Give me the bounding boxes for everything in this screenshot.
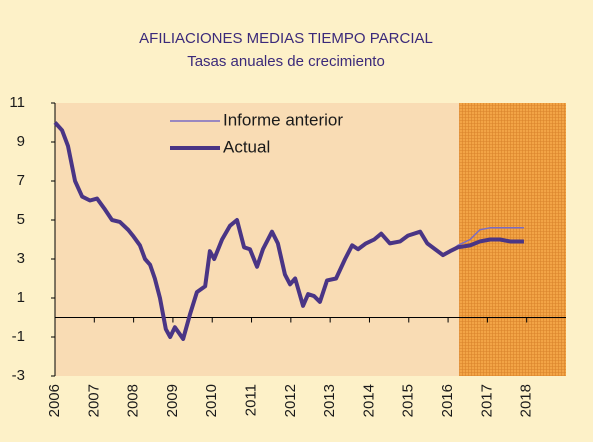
x-tick-label: 2011 [243,384,260,416]
x-tick-label: 2014 [360,384,377,417]
x-tick-label: 2006 [46,384,63,417]
x-tick-label: 2008 [125,384,142,417]
x-tick-label: 2010 [203,384,220,417]
y-tick-label: 5 [17,211,25,228]
legend-label: Actual [223,137,270,156]
x-tick-label: 2016 [439,384,456,417]
x-tick-label: 2007 [85,384,102,417]
y-tick-label: 7 [17,172,25,189]
x-tick-label: 2015 [400,384,417,417]
x-tick-label: 2018 [518,384,535,417]
y-tick-label: 11 [9,94,25,111]
y-tick-label: 3 [17,250,25,267]
chart-subtitle: Tasas anuales de crecimiento [187,53,385,70]
x-tick-label: 2009 [164,384,181,417]
x-tick-label: 2013 [321,384,338,417]
y-tick-label: -3 [12,367,25,384]
y-tick-label: 9 [17,133,25,150]
series-line [53,121,524,341]
x-tick-label: 2012 [282,384,299,417]
y-tick-label: -1 [12,328,25,345]
legend-label: Informe anterior [223,110,343,129]
x-tick-label: 2017 [478,384,495,417]
y-tick-label: 1 [17,289,25,306]
chart-title: AFILIACIONES MEDIAS TIEMPO PARCIAL [139,30,433,47]
